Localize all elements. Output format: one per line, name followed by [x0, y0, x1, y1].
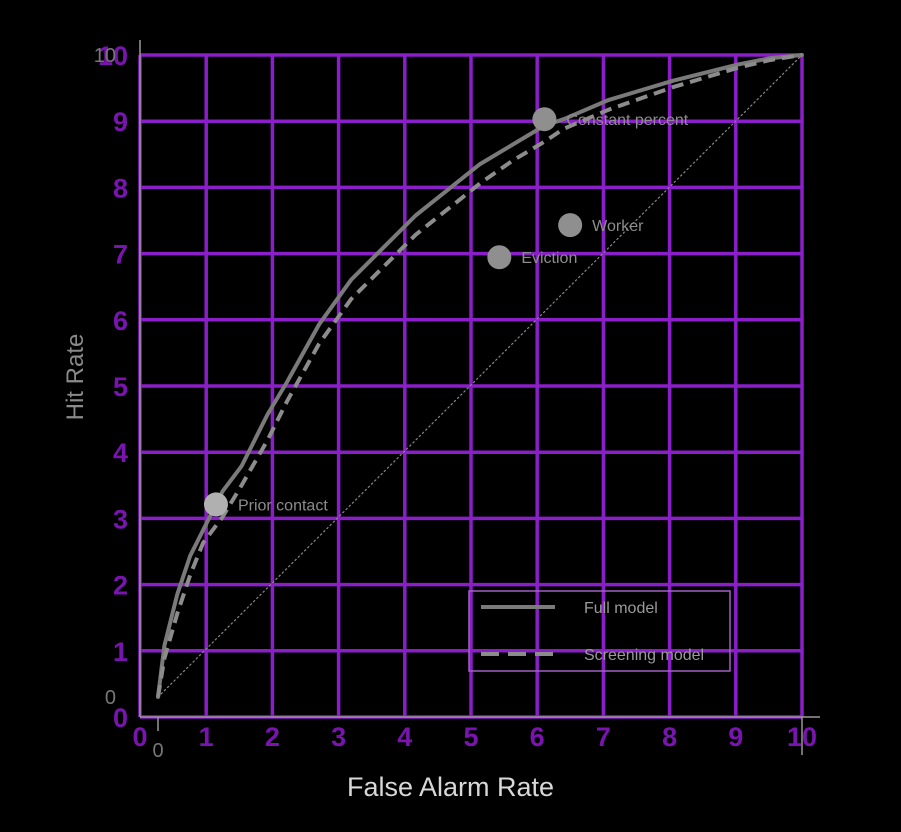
y-tick-label: 8: [113, 173, 128, 203]
x-tick-label: 8: [662, 722, 677, 752]
y-tick-label: 7: [113, 240, 128, 270]
x-tick-label: 1: [199, 722, 214, 752]
axes: [139, 40, 820, 755]
x-tick-label: 4: [397, 722, 412, 752]
series-line-full-model: [156, 53, 804, 699]
x-tick-label: 10: [787, 722, 817, 752]
y-tick-label: 10: [94, 45, 116, 67]
x-tick-label: 3: [331, 722, 346, 752]
legend-box: [468, 590, 731, 672]
legend-label-full-model: Full model: [584, 600, 658, 617]
y-tick-label: 2: [113, 571, 128, 601]
x-tick-label: 2: [265, 722, 280, 752]
point-prior-contact: [203, 492, 228, 517]
y-tick-label: 5: [113, 372, 128, 402]
x-tick-label: 6: [530, 722, 545, 752]
x-tick-label: 0: [152, 740, 163, 762]
grid: [138, 53, 804, 719]
y-tick-label: 6: [113, 306, 128, 336]
x-tick-label: 0: [132, 722, 147, 752]
point-eviction: [487, 245, 512, 270]
point-worker: [558, 213, 583, 238]
y-tick-label: 1: [113, 637, 128, 667]
point-label-prior-contact: Prior contact: [238, 497, 328, 514]
annotation-points: Prior contact Constant percent Worker Evict…: [203, 107, 689, 517]
reference-diagonal-line: [157, 54, 803, 698]
point-label-constant-percent: Constant percent: [566, 112, 688, 129]
point-label-eviction: Eviction: [521, 250, 577, 267]
point-constant-percent: [532, 107, 557, 132]
x-axis-label: False Alarm Rate: [346, 772, 555, 802]
y-tick-label: 9: [113, 107, 128, 137]
point-label-worker: Worker: [592, 218, 644, 235]
y-axis-label: Hit Rate: [62, 333, 89, 421]
y-tick-label: 3: [113, 504, 128, 534]
series-lines: [156, 53, 804, 699]
x-tick-label: 9: [728, 722, 743, 752]
y-tick-label: 10: [98, 41, 128, 71]
y-tick-label: 0: [113, 703, 128, 733]
y-tick-label: 0: [105, 687, 116, 709]
legend: Full model Screening model: [468, 590, 731, 672]
x-tick-label: 7: [596, 722, 611, 752]
x-tick-label: 5: [463, 722, 478, 752]
y-tick-label: 4: [113, 438, 128, 468]
legend-label-screening-model: Screening model: [584, 647, 704, 664]
